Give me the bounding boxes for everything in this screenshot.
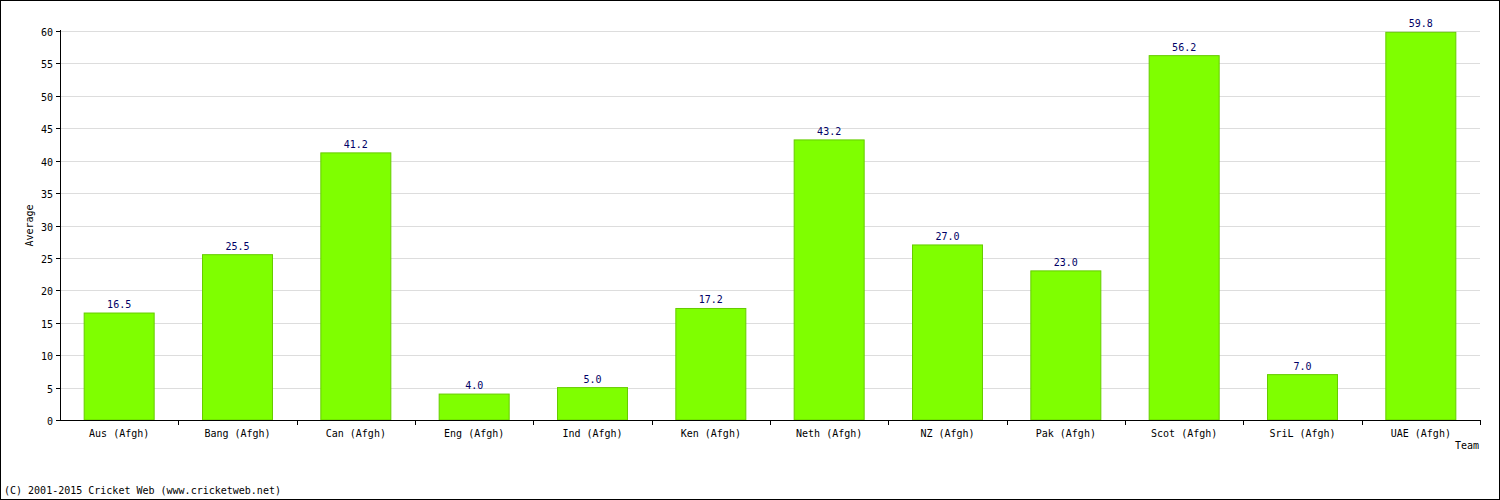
data-label: 41.2 <box>344 139 368 150</box>
annotation: (C) 2001-2015 Cricket Web (www.cricketwe… <box>4 485 281 496</box>
x-tick <box>1480 420 1481 425</box>
data-label: 23.0 <box>1054 257 1078 268</box>
bar <box>321 153 391 420</box>
x-tick-label: Can (Afgh) <box>326 428 386 439</box>
x-tick <box>770 420 771 425</box>
y-tick <box>56 128 60 129</box>
x-tick-label: UAE (Afgh) <box>1391 428 1451 439</box>
x-tick <box>1007 420 1008 425</box>
x-tick-label: Aus (Afgh) <box>89 428 149 439</box>
grid-line <box>60 226 1480 227</box>
y-axis-label: Average <box>24 204 35 246</box>
y-tick <box>56 258 60 259</box>
bar <box>1149 56 1219 420</box>
bar <box>1031 271 1101 420</box>
y-axis <box>60 30 61 420</box>
bar <box>84 313 154 420</box>
x-tick <box>1243 420 1244 425</box>
y-tick <box>56 355 60 356</box>
y-tick-label: 15 <box>41 319 53 330</box>
y-tick <box>56 420 60 421</box>
y-tick-label: 50 <box>41 92 53 103</box>
x-tick <box>415 420 416 425</box>
bar <box>558 388 628 420</box>
x-tick-label: Pak (Afgh) <box>1036 428 1096 439</box>
y-tick-label: 55 <box>41 59 53 70</box>
y-tick-label: 25 <box>41 254 53 265</box>
bar <box>1386 32 1456 420</box>
bar <box>913 245 983 420</box>
data-label: 4.0 <box>465 380 483 391</box>
y-tick-label: 40 <box>41 157 53 168</box>
data-label: 43.2 <box>817 126 841 137</box>
x-tick-label: Scot (Afgh) <box>1151 428 1217 439</box>
x-tick-label: SriL (Afgh) <box>1269 428 1335 439</box>
x-tick-label: NZ (Afgh) <box>920 428 974 439</box>
bar <box>794 140 864 420</box>
y-tick <box>56 193 60 194</box>
data-label: 27.0 <box>935 231 959 242</box>
y-tick <box>56 323 60 324</box>
y-tick-label: 20 <box>41 286 53 297</box>
x-tick <box>1125 420 1126 425</box>
y-tick <box>56 290 60 291</box>
x-tick <box>888 420 889 425</box>
grid-line <box>60 193 1480 194</box>
grid-line <box>60 128 1480 129</box>
x-tick-label: Ken (Afgh) <box>681 428 741 439</box>
chart-svg: 0 5 10 15 20 25 30 35 40 45 50 55 60 16.5 25.5 41.2 4.0 5… <box>0 0 1500 500</box>
data-label: 5.0 <box>583 374 601 385</box>
y-tick-label: 30 <box>41 222 53 233</box>
bars <box>84 32 1456 420</box>
y-tick-label: 35 <box>41 189 53 200</box>
x-tick-label: Neth (Afgh) <box>796 428 862 439</box>
y-tick <box>56 96 60 97</box>
x-tick-label: Ind (Afgh) <box>562 428 622 439</box>
x-tick <box>178 420 179 425</box>
x-tick-label: Bang (Afgh) <box>204 428 270 439</box>
x-tick-label: Eng (Afgh) <box>444 428 504 439</box>
y-tick-label: 60 <box>41 27 53 38</box>
x-tick <box>652 420 653 425</box>
data-label: 16.5 <box>107 299 131 310</box>
x-tick <box>297 420 298 425</box>
bar <box>1268 375 1338 420</box>
y-tick <box>56 161 60 162</box>
x-tick <box>533 420 534 425</box>
data-label: 7.0 <box>1293 361 1311 372</box>
grid-line <box>60 161 1480 162</box>
data-label: 59.8 <box>1409 18 1433 29</box>
bar <box>439 394 509 420</box>
y-tick <box>56 388 60 389</box>
data-label: 56.2 <box>1172 42 1196 53</box>
grid-line <box>60 31 1480 32</box>
x-tick <box>1362 420 1363 425</box>
y-tick-label: 5 <box>47 384 53 395</box>
frame <box>1 1 1500 500</box>
y-tick <box>56 63 60 64</box>
y-tick <box>56 226 60 227</box>
y-tick-label: 10 <box>41 351 53 362</box>
bar <box>203 255 273 420</box>
y-tick <box>56 31 60 32</box>
data-label: 25.5 <box>225 241 249 252</box>
data-label: 17.2 <box>699 294 723 305</box>
bar <box>676 308 746 420</box>
y-tick-label: 45 <box>41 124 53 135</box>
grid-line <box>60 63 1480 64</box>
grid-line <box>60 96 1480 97</box>
y-tick-label: 0 <box>47 416 53 427</box>
x-axis-label: Team <box>1455 440 1479 451</box>
chart-container: 0 5 10 15 20 25 30 35 40 45 50 55 60 16.5 25.5 41.2 4.0 5… <box>0 0 1500 500</box>
